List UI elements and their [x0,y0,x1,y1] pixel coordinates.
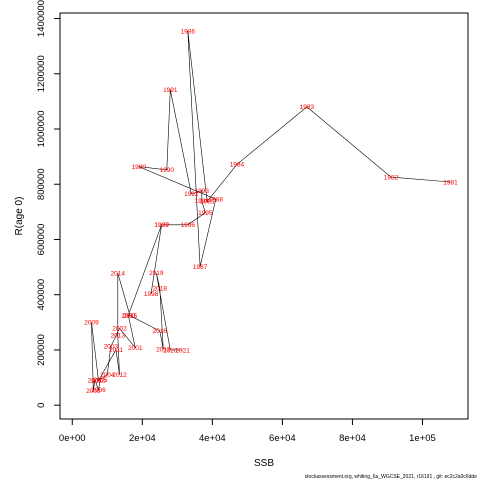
point-label-1987: 1987 [193,264,208,271]
point-labels: 1981 1982 1983 1984 1985 1986 1987 1988 1989 1990… [84,28,458,395]
point-label-2010: 2010 [91,378,106,385]
plot-frame [59,12,469,420]
point-label-2018: 2018 [153,285,168,292]
point-label-2011: 2011 [109,347,123,354]
point-label-2014: 2014 [111,271,126,278]
point-label-2009: 2009 [84,320,99,327]
y-tick-label: 200000 [36,334,47,366]
point-label-2020: 2020 [163,347,178,354]
x-axis: 0e+00 2e+04 4e+04 6e+04 8e+04 1e+05 [59,418,436,444]
point-label-2000: 2000 [121,313,136,320]
x-axis-title: SSB [254,458,274,469]
y-tick-label: 600000 [36,224,47,256]
point-label-2005: 2005 [93,377,108,384]
point-label-1985: 1985 [200,199,215,206]
y-tick-label: 0 [36,403,47,408]
point-label-1995: 1995 [198,210,213,217]
y-tick-label: 1200000 [36,55,47,92]
point-label-2017: 2017 [156,347,171,354]
point-label-2003: 2003 [104,344,119,351]
point-label-2019: 2019 [149,270,164,277]
point-label-1996: 1996 [181,222,196,229]
y-axis-title: R(age 0) [14,197,25,236]
point-label-1988: 1988 [209,197,224,204]
point-label-1999: 1999 [154,222,169,229]
series-line [91,30,451,391]
x-tick-label: 4e+04 [199,433,226,444]
point-label-1990: 1990 [160,167,175,174]
point-label-1983: 1983 [300,104,315,111]
point-label-1991: 1991 [163,87,178,94]
credit-annotation: stockassessment.org, whiting_6a_WGCSE_20… [305,474,478,480]
point-label-2012: 2012 [112,372,127,379]
point-label-1993: 1993 [195,188,210,195]
point-label-1989: 1989 [132,164,147,171]
point-label-2013: 2013 [111,333,126,340]
point-label-1998: 1998 [144,291,159,298]
point-label-2008: 2008 [86,388,101,395]
point-label-2002: 2002 [112,326,127,333]
point-label-1997: 1997 [154,222,169,229]
point-label-1986: 1986 [181,28,196,35]
y-axis: 0 200000 400000 600000 800000 1000000 1200000 1… [36,0,61,408]
point-label-1981: 1981 [443,179,458,186]
series-path [91,30,451,391]
y-tick-label: 800000 [36,168,47,200]
point-label-2021: 2021 [175,347,190,354]
x-tick-label: 1e+05 [409,433,436,444]
point-label-2016: 2016 [153,328,168,335]
x-tick-label: 8e+04 [339,433,366,444]
point-label-1984: 1984 [230,162,245,169]
point-label-2007: 2007 [88,378,103,385]
x-tick-label: 2e+04 [129,433,156,444]
point-label-2006: 2006 [91,387,106,394]
point-label-1994: 1994 [195,198,210,205]
y-tick-label: 1400000 [36,0,47,37]
point-label-1982: 1982 [384,174,399,181]
point-label-2001: 2001 [128,345,143,352]
point-label-1992: 1992 [184,191,199,198]
point-label-2004: 2004 [100,372,115,379]
y-tick-label: 1000000 [36,111,47,148]
y-tick-label: 400000 [36,279,47,311]
point-label-2015: 2015 [123,313,138,320]
x-tick-label: 6e+04 [269,433,296,444]
x-tick-label: 0e+00 [59,433,86,444]
